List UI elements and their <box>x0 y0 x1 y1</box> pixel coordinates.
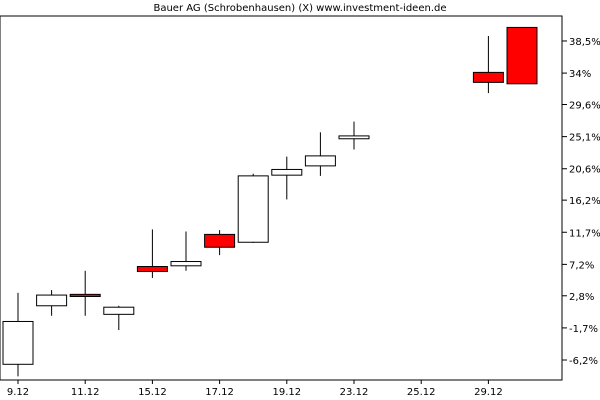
y-tick-label: -1,7% <box>569 324 598 335</box>
y-tick-label: 25,1% <box>569 133 600 144</box>
y-tick-label: 16,2% <box>569 196 600 207</box>
x-tick-label: 9.12 <box>7 387 29 398</box>
candle-body-down <box>69 293 101 297</box>
x-axis: 9.12 11.12 15.12 17.12 19.12 23.12 25.12 29.12 <box>7 380 503 398</box>
x-tick-label: 17.12 <box>205 387 234 398</box>
candle-body-up <box>2 320 34 365</box>
y-tick-label: 2,8% <box>569 292 594 303</box>
candle-body-up <box>237 175 269 243</box>
y-tick-label: 38,5% <box>569 37 600 48</box>
y-tick-label: 34% <box>569 69 591 80</box>
candle-body-up <box>271 168 303 176</box>
x-tick-label: 11.12 <box>71 387 100 398</box>
y-tick-label: -6,2% <box>569 356 598 367</box>
y-tick-label: 29,6% <box>569 101 600 112</box>
y-axis: 38,5% 34% 29,6% 25,1% 20,6% 16,2% 11,7% 7,2% 2,8… <box>562 37 600 367</box>
y-tick-label: 7,2% <box>569 260 594 271</box>
x-tick-label: 25.12 <box>407 387 436 398</box>
x-tick-label: 23.12 <box>340 387 369 398</box>
candle-body-down <box>204 233 236 248</box>
y-tick-label: 20,6% <box>569 165 600 176</box>
candle-body-up <box>338 135 370 140</box>
plot-frame <box>0 15 563 381</box>
x-tick-label: 29.12 <box>474 387 503 398</box>
y-tick-label: 11,7% <box>569 228 600 239</box>
candle-body-up <box>36 294 68 307</box>
candles <box>2 26 538 377</box>
candle-body-down <box>136 266 168 273</box>
candle-body-up <box>103 306 135 315</box>
chart-title: Bauer AG (Schrobenhausen) (X) www.invest… <box>153 3 446 14</box>
x-tick-label: 15.12 <box>138 387 167 398</box>
candle-body-down <box>506 26 538 85</box>
candle-body-down <box>472 71 504 83</box>
candle-body-up <box>170 261 202 267</box>
candle-body-up <box>304 155 336 167</box>
x-tick-label: 19.12 <box>272 387 301 398</box>
